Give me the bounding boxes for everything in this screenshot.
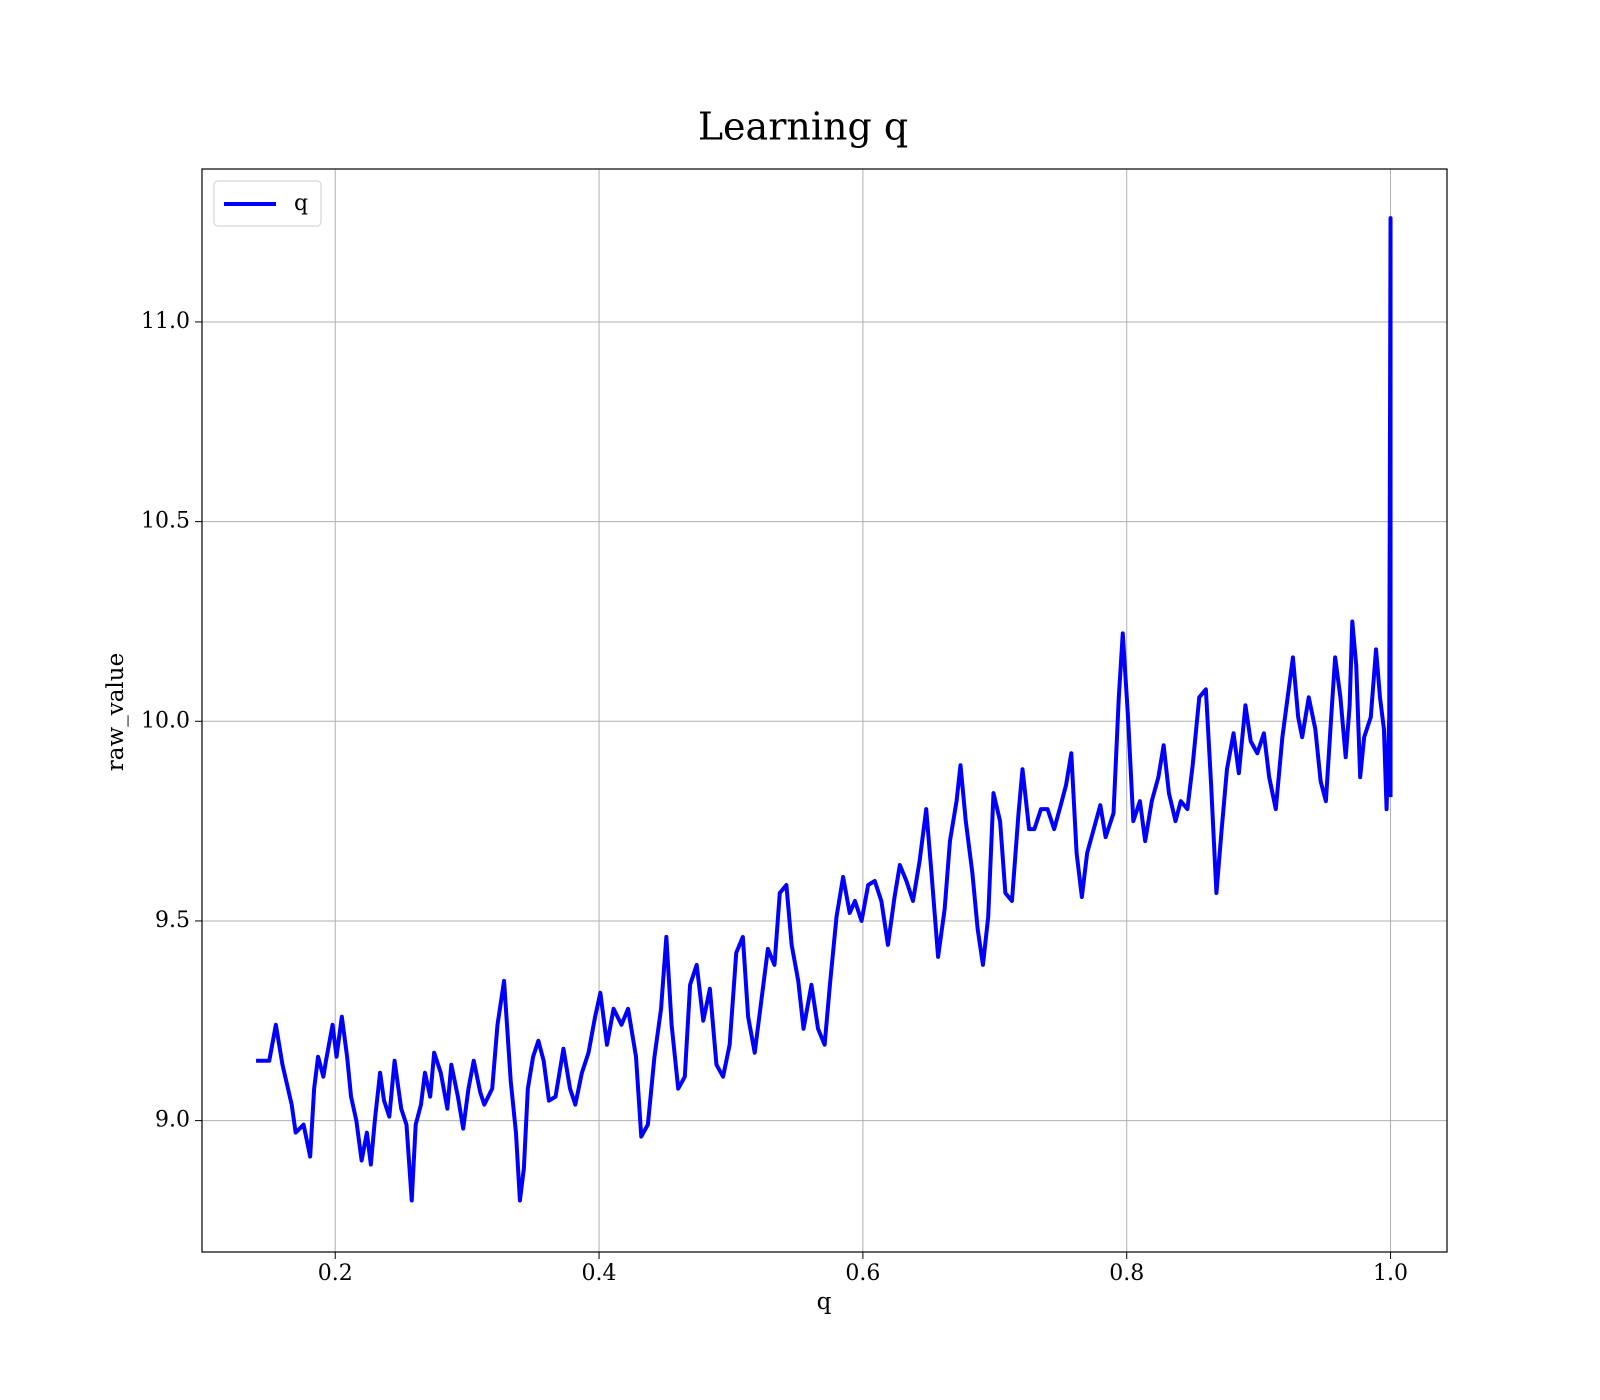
x-tick-label: 1.0 xyxy=(1373,1261,1408,1286)
plot-frame xyxy=(201,168,1448,1253)
y-tick-label: 11.0 xyxy=(141,309,190,334)
y-tick-label: 9.5 xyxy=(155,908,190,933)
chart-title: Learning q xyxy=(698,105,908,149)
x-tick-label: 0.4 xyxy=(582,1261,617,1286)
x-tick-label: 0.6 xyxy=(845,1261,880,1286)
data-line xyxy=(256,216,1393,1203)
y-tick-label: 9.0 xyxy=(155,1108,190,1133)
x-tick-label: 0.2 xyxy=(318,1261,353,1286)
legend-label: q xyxy=(294,191,308,216)
x-tick-label: 0.8 xyxy=(1109,1261,1144,1286)
y-tick-label: 10.5 xyxy=(141,509,190,534)
y-tick-label: 10.0 xyxy=(141,708,190,733)
y-axis-label: raw_value xyxy=(103,653,129,771)
x-axis-label: q xyxy=(817,1289,832,1315)
